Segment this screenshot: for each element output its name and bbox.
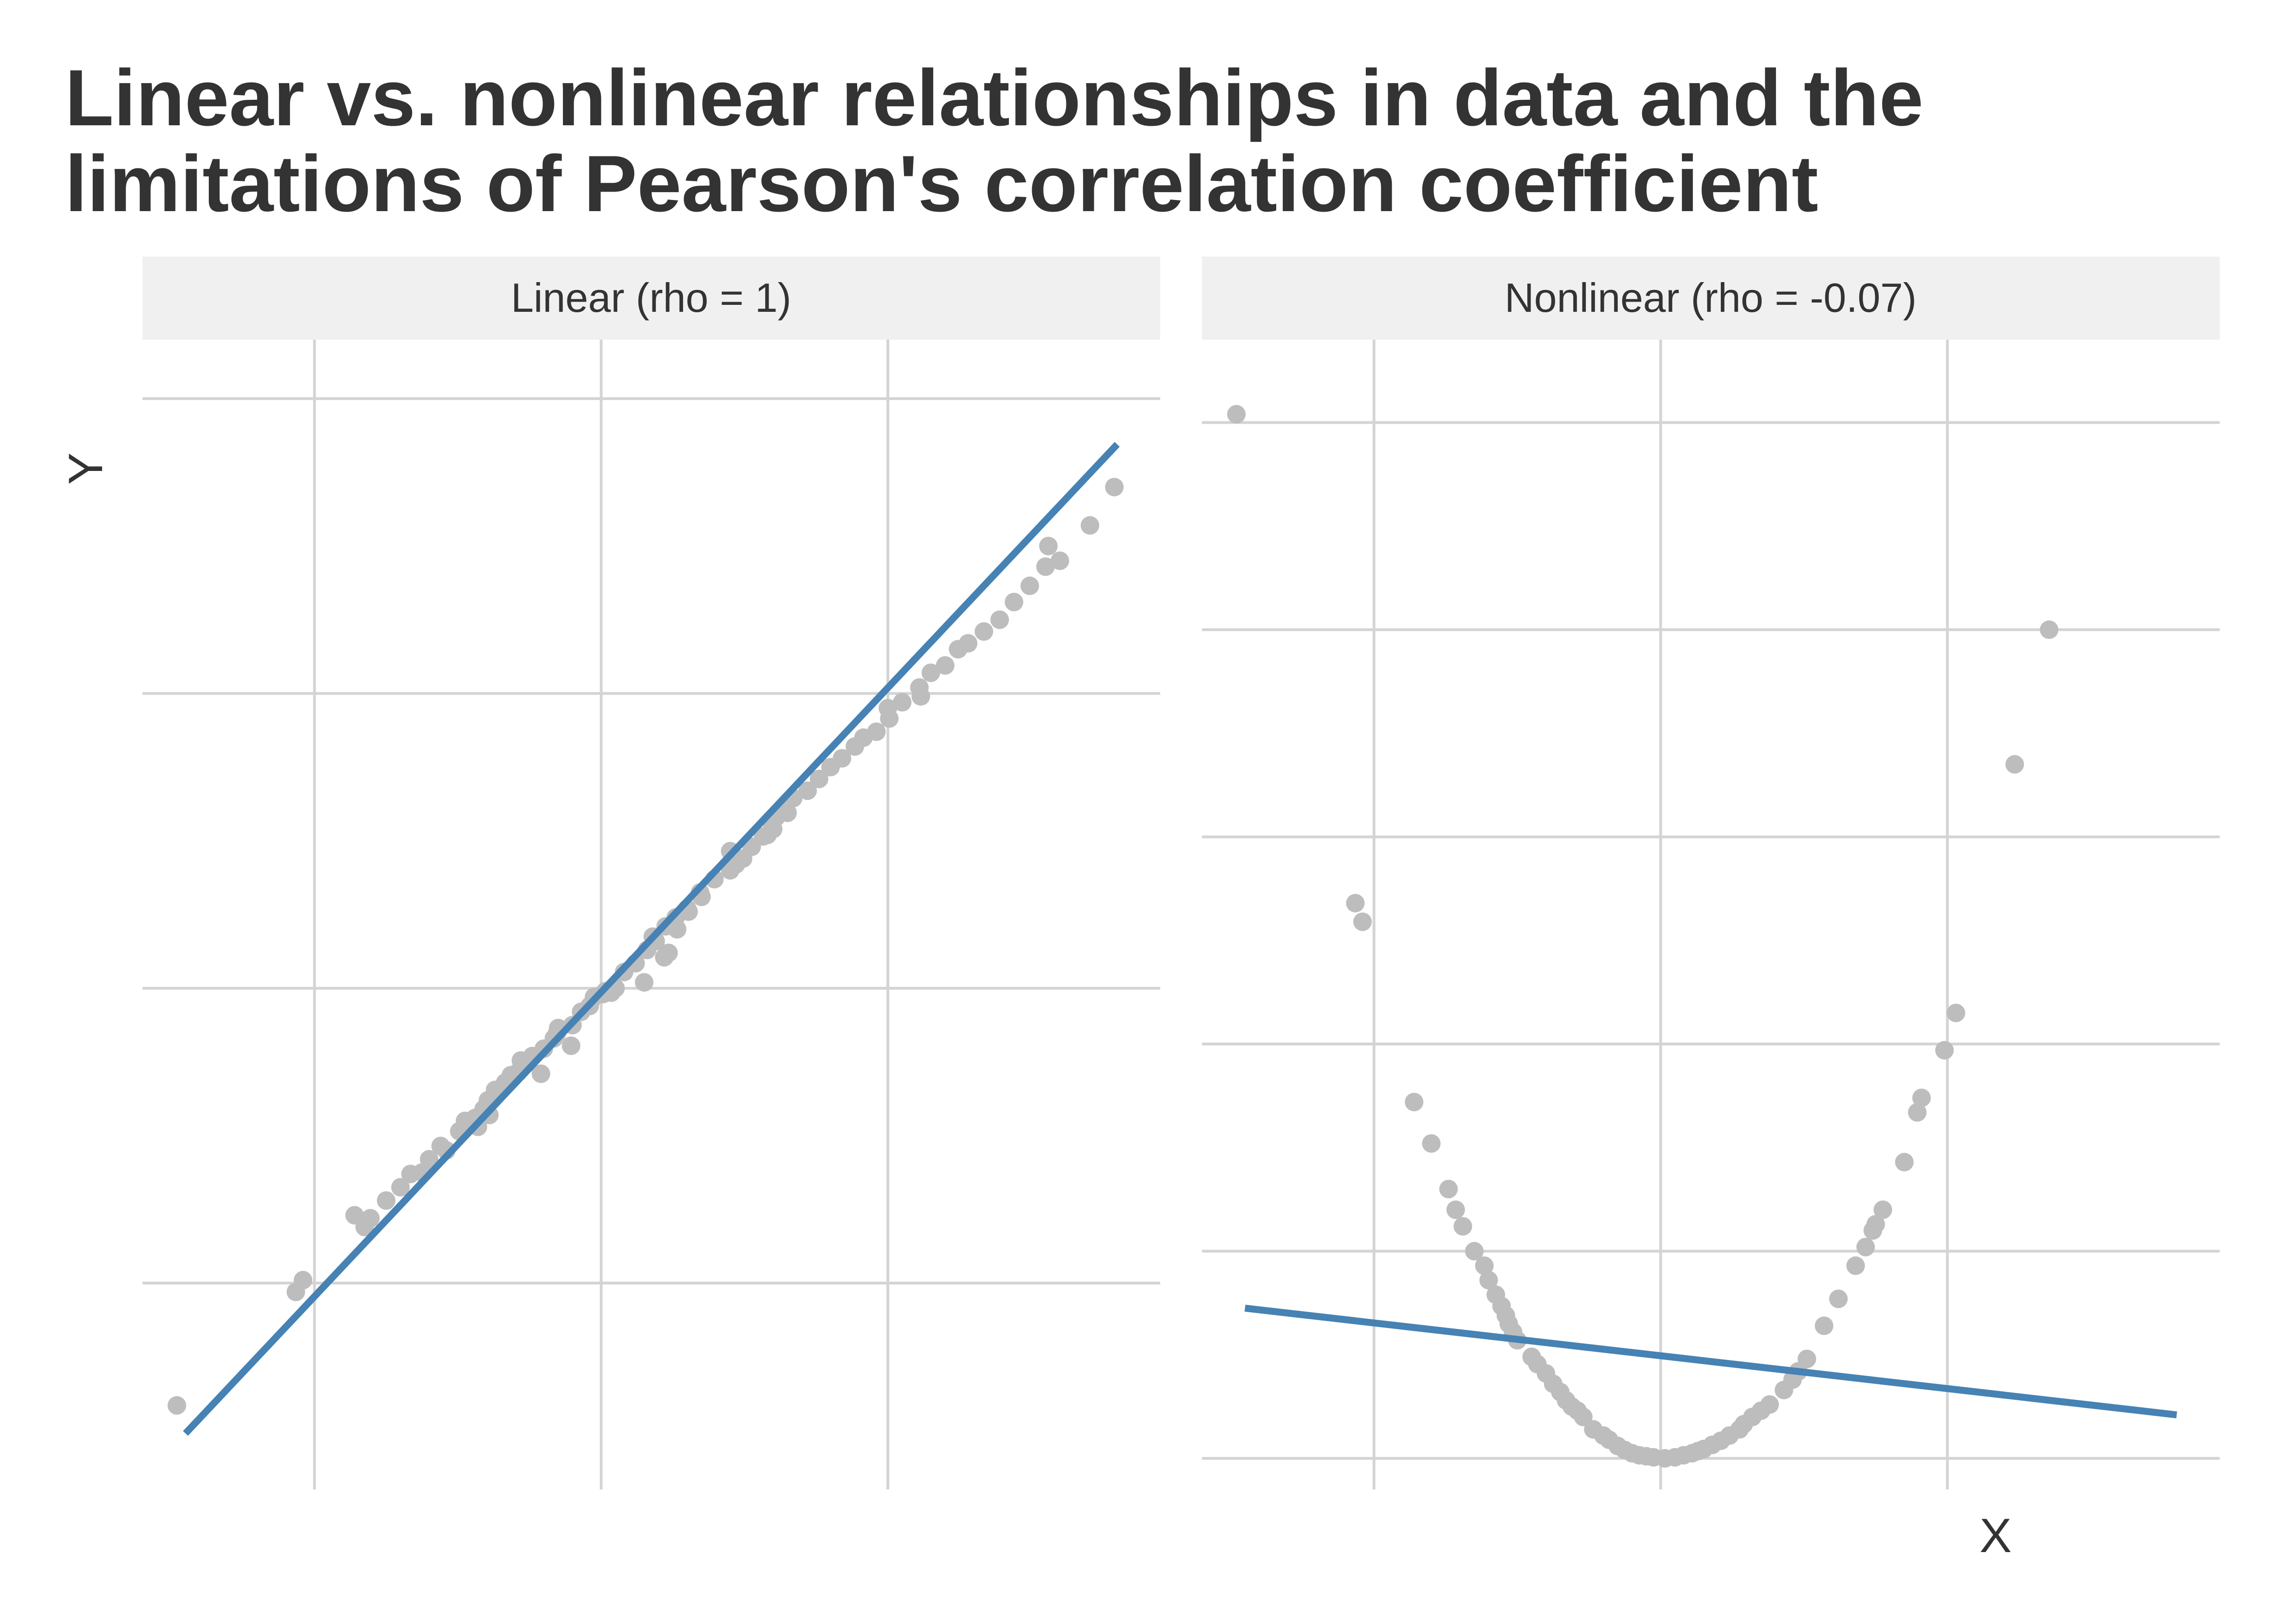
data-point [833, 749, 852, 768]
data-point [168, 1396, 187, 1415]
plot-area-nonlinear [1202, 340, 2220, 1489]
data-point [1946, 1004, 1965, 1023]
data-point [798, 781, 817, 800]
data-point [959, 634, 978, 653]
data-point [758, 825, 777, 844]
data-point [377, 1191, 396, 1210]
data-point [391, 1178, 410, 1197]
data-point [778, 803, 797, 822]
data-point [1446, 1200, 1465, 1219]
facet-strip-linear [142, 257, 1160, 340]
data-point [2005, 755, 2024, 774]
data-point [990, 610, 1009, 629]
data-point [975, 622, 994, 641]
plot-area-linear [142, 340, 1160, 1489]
facet-panel-linear: Linear (rho = 1) [142, 257, 1160, 1489]
data-point [1405, 1093, 1424, 1112]
data-point [921, 663, 940, 682]
data-point [1346, 894, 1365, 913]
data-point [1908, 1103, 1927, 1122]
facet-panel-nonlinear: Nonlinear (rho = -0.07) [1202, 257, 2220, 1489]
fit-line [183, 442, 1120, 1436]
data-point [1353, 912, 1372, 931]
data-point [1036, 557, 1055, 576]
data-point [531, 1064, 550, 1083]
data-point [1866, 1215, 1885, 1234]
data-point [1050, 551, 1069, 570]
data-point [1873, 1200, 1893, 1219]
data-point [668, 920, 687, 939]
data-point [2040, 620, 2059, 639]
data-point [893, 693, 912, 712]
data-point [293, 1270, 312, 1289]
data-point [1829, 1289, 1848, 1308]
data-point [1760, 1395, 1779, 1414]
data-point [1004, 593, 1023, 612]
data-point [1475, 1256, 1494, 1275]
data-point [562, 1036, 581, 1055]
data-point [1574, 1407, 1593, 1426]
facet-label-linear: Linear (rho = 1) [511, 275, 791, 321]
data-point [1912, 1089, 1931, 1108]
data-point [1422, 1134, 1441, 1153]
data-point [1080, 516, 1099, 535]
data-point [1105, 477, 1124, 496]
data-point [1856, 1237, 1875, 1257]
data-point [911, 687, 930, 706]
data-point [809, 769, 828, 788]
data-point [867, 722, 886, 741]
data-point [1846, 1256, 1865, 1275]
data-point [1935, 1041, 1954, 1060]
data-point [1454, 1217, 1473, 1236]
data-point [659, 943, 678, 962]
data-point [1895, 1153, 1914, 1172]
fit-line [1244, 1304, 2177, 1418]
data-point [1439, 1179, 1458, 1199]
data-point [635, 973, 654, 992]
facet-label-nonlinear: Nonlinear (rho = -0.07) [1505, 275, 1917, 321]
data-point [879, 699, 898, 718]
chart-title-line-2: limitations of Pearson's correlation coe… [65, 139, 1818, 228]
data-point [1039, 536, 1058, 555]
data-point [1815, 1316, 1834, 1335]
data-point [936, 656, 955, 675]
facet-strip-nonlinear [1202, 257, 2220, 340]
x-axis-title: X [1979, 1509, 2011, 1563]
y-axis-title: Y [59, 452, 113, 484]
chart-title-line-1: Linear vs. nonlinear relationships in da… [65, 53, 1924, 142]
data-point [1479, 1271, 1498, 1290]
data-point [1465, 1242, 1484, 1261]
data-point [361, 1209, 380, 1228]
data-point [1020, 576, 1039, 595]
data-point [1797, 1349, 1816, 1368]
data-point [1227, 405, 1246, 424]
